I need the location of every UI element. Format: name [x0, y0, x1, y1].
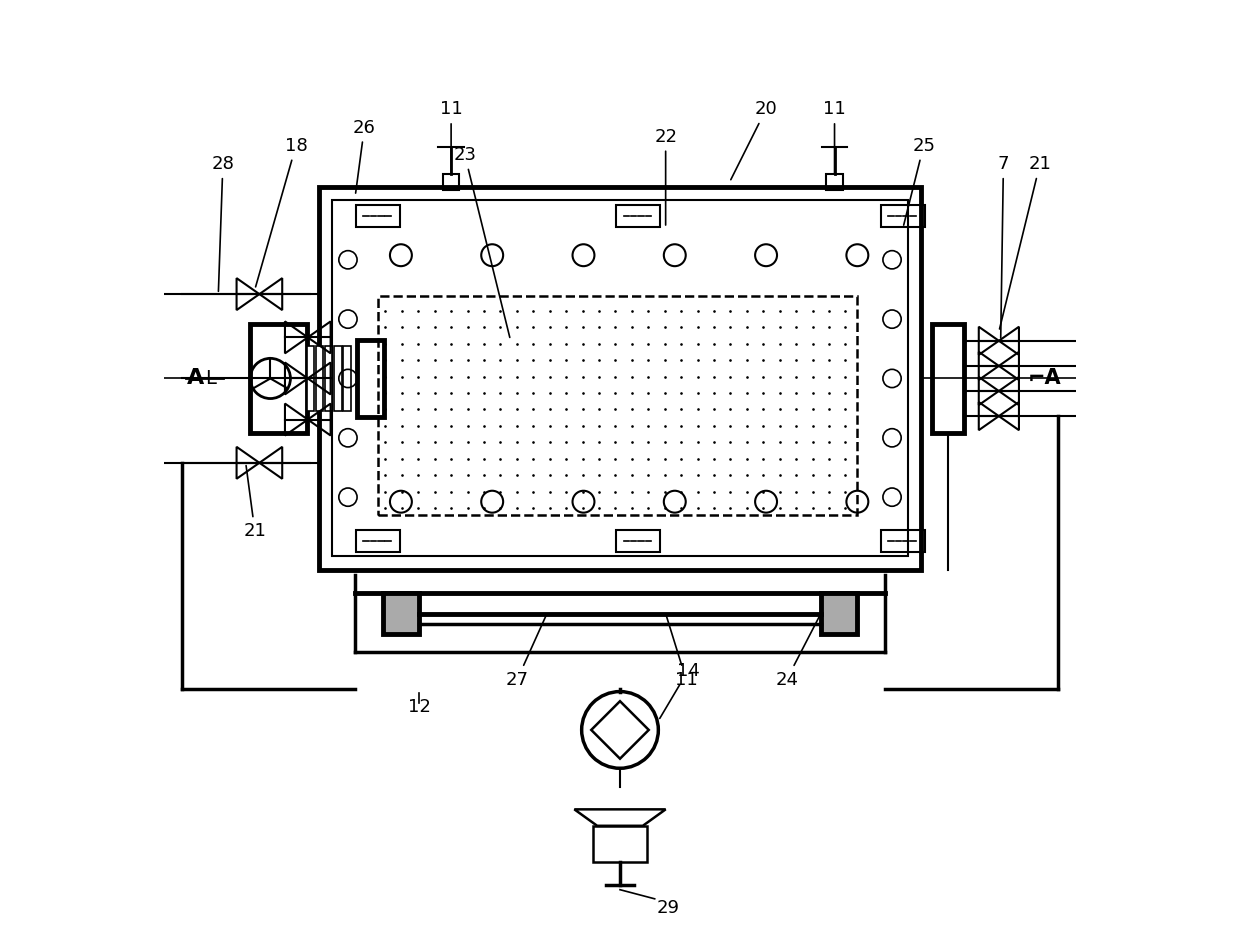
Bar	[335, 346, 341, 412]
Bar	[821, 593, 857, 634]
Text: 7: 7	[998, 155, 1009, 338]
Text: 11: 11	[823, 100, 846, 173]
Text: 27: 27	[506, 616, 546, 688]
Text: A: A	[187, 368, 205, 388]
Bar	[443, 174, 459, 191]
Bar	[325, 346, 332, 412]
Bar	[882, 529, 925, 552]
Text: 21: 21	[999, 155, 1052, 329]
Text: 29: 29	[656, 899, 680, 917]
Bar	[306, 346, 314, 412]
Bar	[250, 324, 306, 433]
Text: 28: 28	[212, 155, 234, 291]
Text: 21: 21	[243, 465, 267, 540]
Bar	[593, 826, 647, 862]
Bar	[356, 204, 401, 228]
Text: 20: 20	[730, 100, 777, 179]
Bar	[356, 529, 401, 552]
Text: 14: 14	[660, 661, 699, 719]
Text: L: L	[206, 369, 217, 388]
Text: 24: 24	[775, 616, 820, 688]
Text: 18: 18	[255, 137, 308, 287]
Text: 26: 26	[353, 118, 376, 193]
Bar	[616, 204, 660, 228]
Text: 12: 12	[408, 698, 430, 716]
Text: ⌐A: ⌐A	[1028, 368, 1061, 388]
Bar	[616, 529, 660, 552]
Bar	[383, 593, 419, 634]
Bar	[319, 187, 921, 570]
Bar	[882, 204, 925, 228]
Bar	[316, 346, 324, 412]
Text: 22: 22	[655, 128, 677, 225]
Text: 25: 25	[904, 137, 935, 225]
Bar	[932, 324, 965, 433]
Text: 23: 23	[454, 146, 510, 338]
Bar	[343, 346, 351, 412]
Text: 11: 11	[440, 100, 463, 173]
Bar	[332, 201, 908, 557]
Text: 11: 11	[666, 616, 698, 688]
Bar	[357, 340, 384, 417]
Bar	[826, 174, 843, 191]
Bar	[378, 296, 857, 515]
